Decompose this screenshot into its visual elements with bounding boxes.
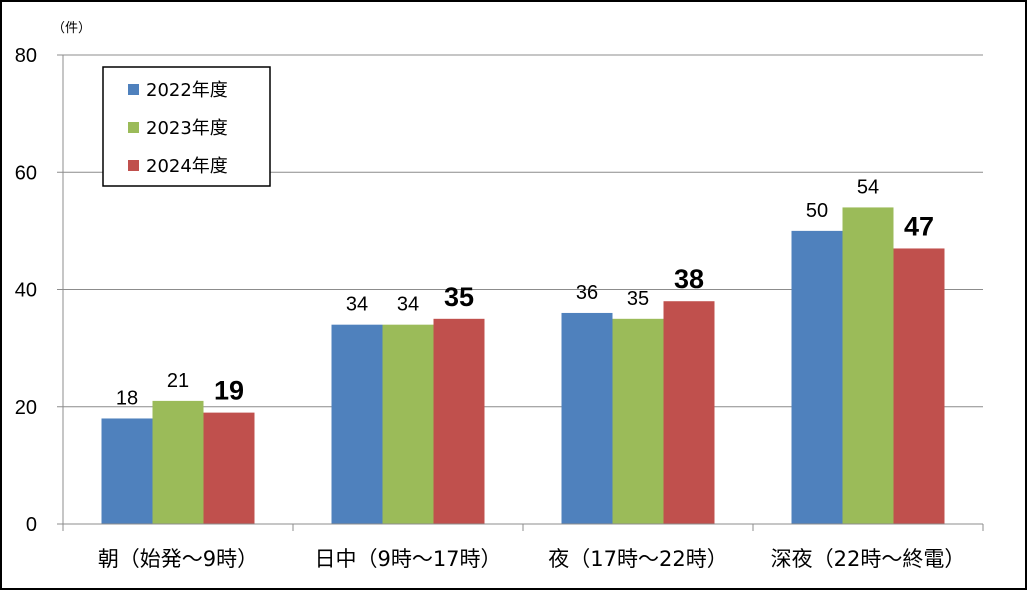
bars (101, 207, 945, 525)
axes: 0 20 40 60 80 朝（始発～9時） 日中（9時～17時） 夜（17時～22時） 深夜（… (15, 45, 984, 571)
data-label: 35 (627, 288, 649, 310)
bar-2023年度-2 (612, 318, 664, 524)
y-tick-label-40: 40 (15, 280, 37, 302)
bar-2023年度-3 (842, 207, 894, 525)
bar-2023年度-0 (152, 400, 204, 524)
data-label: 50 (806, 200, 828, 222)
data-label: 36 (576, 282, 598, 304)
data-label: 34 (346, 294, 368, 316)
legend-label: 2022年度 (146, 80, 228, 101)
data-labels: 18 21 19 34 34 35 36 35 38 50 54 47 (116, 176, 934, 409)
data-label: 19 (214, 376, 244, 406)
legend-swatch (128, 160, 139, 171)
y-tick-label-0: 0 (26, 514, 37, 536)
data-label: 34 (397, 294, 419, 316)
y-tick-label-80: 80 (15, 45, 37, 67)
bar-2024年度-2 (663, 301, 715, 524)
legend-swatch (128, 84, 139, 95)
y-tick-label-60: 60 (15, 162, 37, 184)
bar-2024年度-1 (433, 318, 485, 524)
data-label: 18 (116, 387, 138, 409)
data-label: 47 (904, 211, 934, 241)
x-category-label: 深夜（22時～終電） (771, 547, 966, 571)
y-unit-label: （件） (52, 21, 91, 36)
x-category-label: 日中（9時～17時） (314, 547, 501, 571)
bar-2024年度-0 (203, 412, 255, 524)
bar-2022年度-2 (561, 312, 613, 524)
y-tick-label-20: 20 (15, 397, 37, 419)
legend-label: 2023年度 (146, 118, 228, 139)
data-label: 38 (674, 264, 704, 294)
bar-2022年度-1 (331, 324, 383, 524)
legend-label: 2024年度 (146, 156, 228, 177)
data-label: 35 (444, 282, 474, 312)
legend: 2022年度 2023年度 2024年度 (102, 66, 271, 187)
x-category-label: 夜（17時～22時） (548, 547, 727, 571)
x-category-label: 朝（始発～9時） (98, 547, 258, 571)
bar-2022年度-0 (101, 418, 153, 524)
bar-2023年度-1 (382, 324, 434, 524)
data-label: 54 (857, 176, 879, 198)
bar-2024年度-3 (893, 248, 945, 524)
legend-swatch (128, 122, 139, 133)
bar-2022年度-3 (791, 230, 843, 524)
data-label: 21 (167, 370, 189, 392)
